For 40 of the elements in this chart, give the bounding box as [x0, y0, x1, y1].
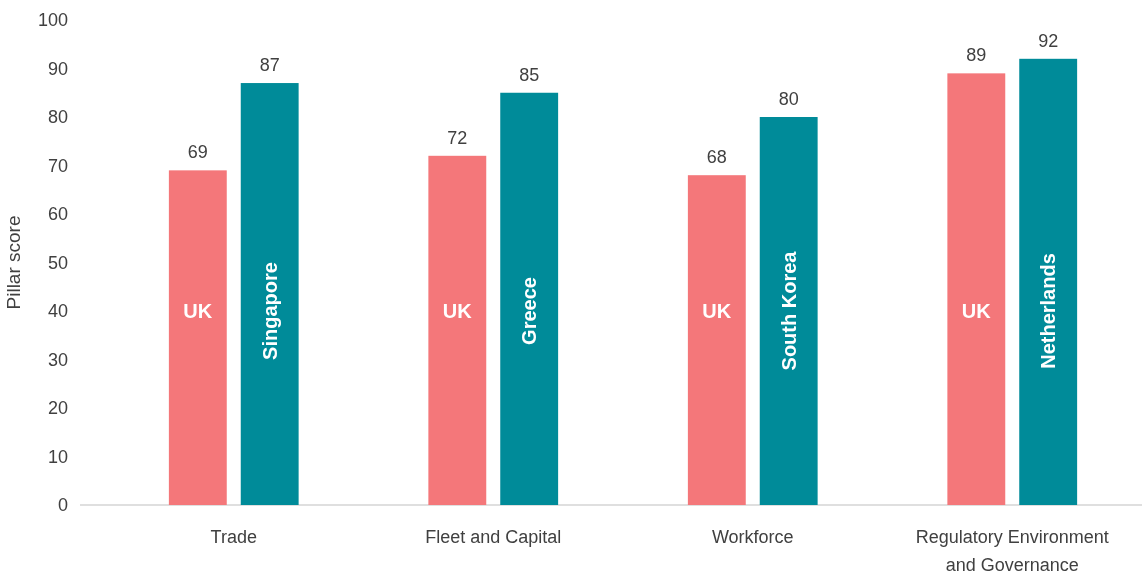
y-tick-label: 10 [47, 446, 68, 467]
y-tick-label: 90 [47, 58, 68, 79]
annotation: Netherlands [1037, 253, 1060, 369]
annotation: South Korea [777, 250, 800, 371]
bar [428, 155, 487, 505]
bar [759, 117, 818, 505]
data-label: 72 [447, 127, 468, 148]
y-tick-label: 60 [47, 204, 68, 225]
annotation: Greece [518, 277, 541, 345]
bar [687, 175, 746, 505]
y-tick-label: 50 [47, 252, 68, 273]
y-tick-label: 80 [47, 107, 68, 128]
data-label: 85 [519, 64, 540, 85]
y-tick-label: 30 [47, 349, 68, 370]
data-label: 89 [966, 45, 987, 66]
bar [1019, 58, 1078, 505]
x-tick-label: Workforce [711, 527, 794, 547]
text: UK [961, 300, 991, 322]
x-tick-label: Fleet and Capital [425, 527, 562, 547]
text: UK [702, 300, 732, 322]
text: UK [442, 300, 472, 322]
bar [947, 73, 1006, 505]
y-tick-label: 40 [47, 301, 68, 322]
y-tick-label: 20 [47, 398, 68, 419]
bar [240, 83, 299, 505]
x-tick-label: Regulatory Environment and Governance [915, 527, 1109, 575]
annotation: Singapore [258, 262, 281, 360]
y-tick-label: 100 [37, 10, 68, 31]
x-tick-label: Trade [210, 527, 257, 547]
bar [500, 92, 559, 505]
data-label: 69 [187, 142, 208, 163]
data-label: 80 [778, 89, 799, 109]
y-axis-title: Pillar score [3, 215, 24, 310]
bar [168, 170, 227, 505]
y-tick-label: 0 [57, 495, 68, 516]
data-label: 68 [706, 147, 727, 168]
data-label: 87 [259, 55, 280, 76]
y-tick-label: 70 [47, 155, 68, 176]
series-label: UK [183, 300, 213, 322]
data-label: 92 [1038, 30, 1059, 51]
